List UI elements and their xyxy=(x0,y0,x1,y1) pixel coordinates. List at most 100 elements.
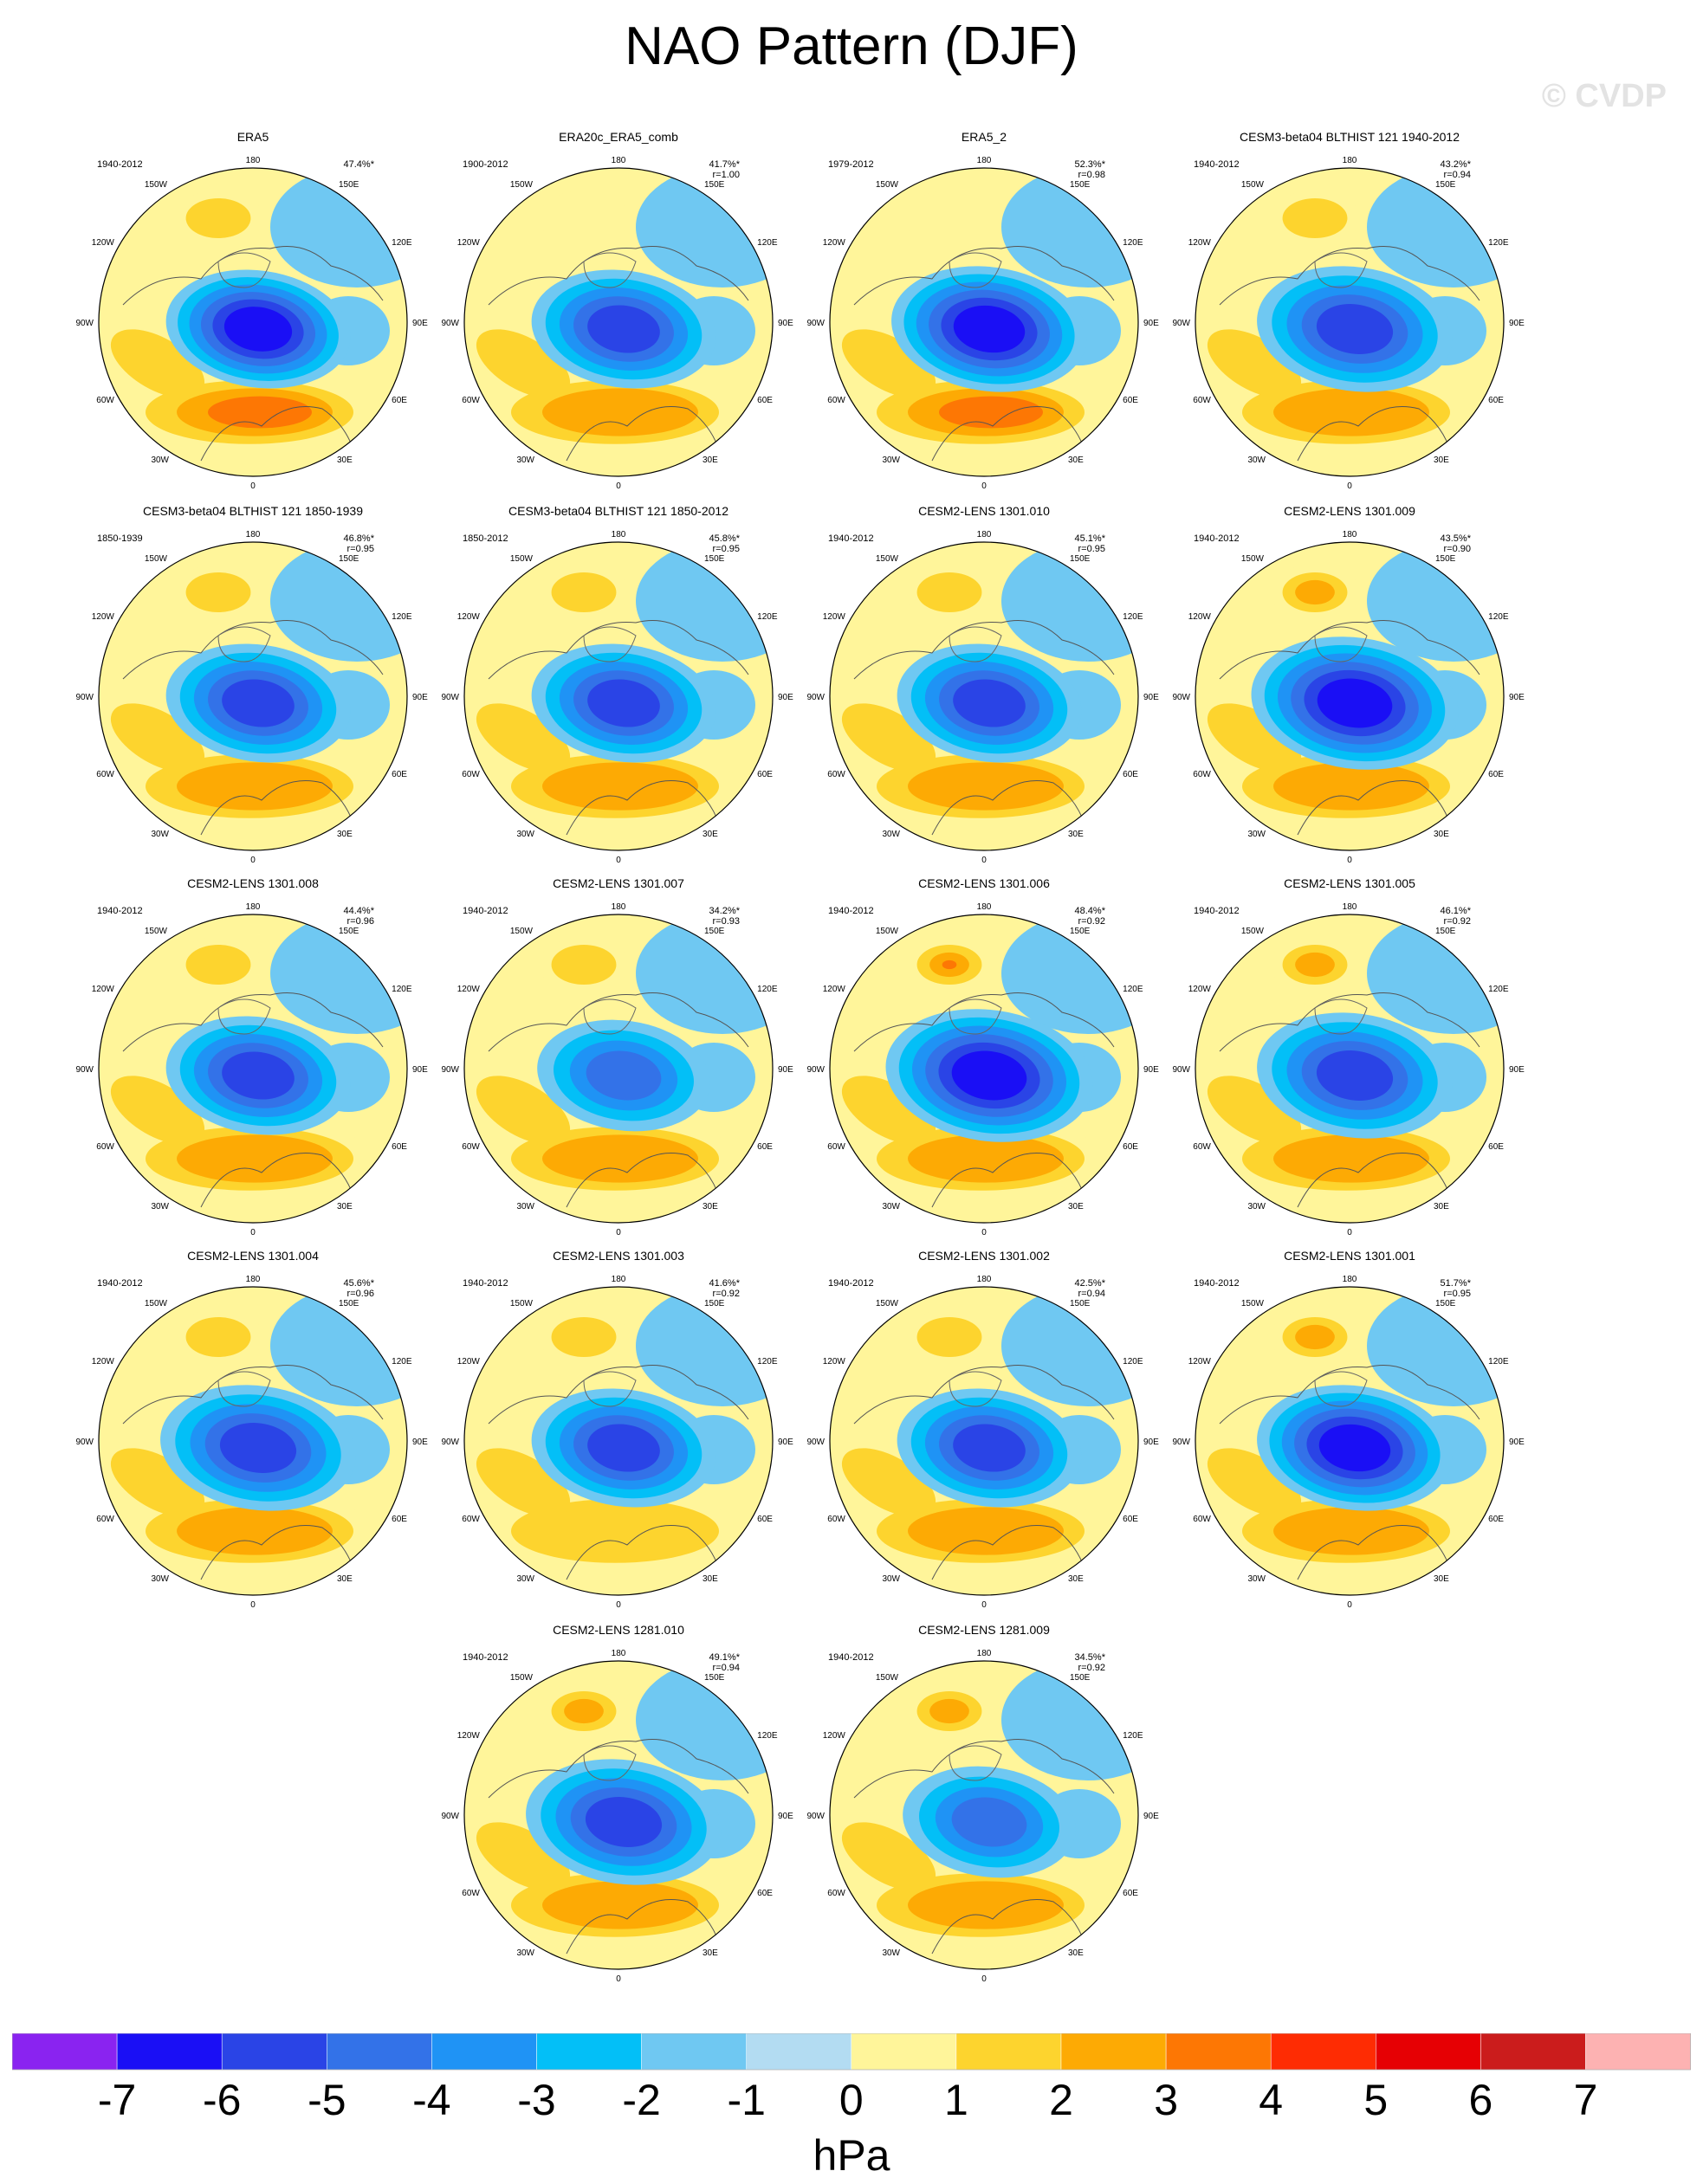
lon-label: 180 xyxy=(246,530,261,540)
high-lobe xyxy=(476,1822,571,1891)
lon-label: 60W xyxy=(827,1515,845,1524)
panel-period: 1850-2012 xyxy=(463,533,508,544)
pattern-correlation: r=0.92 xyxy=(1078,1663,1106,1673)
lon-label: 60W xyxy=(1193,1515,1211,1524)
colorbar-tick: -1 xyxy=(727,2076,765,2124)
lon-label: 120W xyxy=(457,985,481,994)
lon-label: 60W xyxy=(96,770,114,779)
high-lobe xyxy=(476,1448,571,1517)
lon-label: 120W xyxy=(1188,612,1212,622)
panel-title: CESM2-LENS 1281.009 xyxy=(918,1623,1050,1637)
lon-label: 0 xyxy=(981,1228,987,1237)
lon-label: 30W xyxy=(516,456,534,465)
colorbar-tick: -3 xyxy=(517,2076,555,2124)
page-title: NAO Pattern (DJF) xyxy=(625,16,1078,76)
lon-label: 0 xyxy=(250,856,256,865)
lon-label: 30E xyxy=(1434,1202,1449,1212)
coastline xyxy=(488,620,749,680)
panel-stats: 45.8%* r=0.95 xyxy=(688,533,740,554)
lon-label: 150E xyxy=(1435,1299,1456,1308)
lon-label: 120E xyxy=(1488,612,1509,622)
pacific-high-contour xyxy=(1295,952,1335,978)
lon-label: 150W xyxy=(510,1299,534,1308)
map-panel: CESM2-LENS 1301.009 1940-2012 43.5%* r=0.90… xyxy=(1168,504,1531,868)
low-contour-4 xyxy=(586,1050,662,1101)
lon-label: 60W xyxy=(96,1515,114,1524)
colorbar-swatch xyxy=(12,2033,118,2071)
low-contour-6 xyxy=(951,1050,1027,1101)
lon-label: 90W xyxy=(441,1812,459,1821)
lon-label: 90E xyxy=(412,1065,428,1075)
lon-label: 30E xyxy=(1434,830,1449,839)
lon-label: 60W xyxy=(462,396,480,405)
lon-label: 90W xyxy=(75,1438,94,1447)
lon-label: 30E xyxy=(1068,456,1084,465)
coastline xyxy=(566,1153,723,1208)
map-border xyxy=(98,167,408,477)
lon-label: 150W xyxy=(876,554,899,564)
lon-label: 150E xyxy=(1070,1299,1091,1308)
colorbar-swatch xyxy=(1165,2033,1272,2071)
high-lobe xyxy=(1207,329,1302,398)
coastline xyxy=(949,1745,1002,1781)
lon-label: 180 xyxy=(977,1275,992,1284)
panel-title: CESM2-LENS 1301.005 xyxy=(1284,876,1415,890)
lon-label: 30W xyxy=(151,456,169,465)
pacific-high-contour xyxy=(916,1316,982,1358)
lon-label: 150E xyxy=(704,554,725,564)
lon-label: 90W xyxy=(806,1812,825,1821)
pattern-correlation: r=0.96 xyxy=(346,916,375,927)
panel-title: CESM2-LENS 1301.002 xyxy=(918,1249,1050,1263)
lon-label: 120W xyxy=(92,238,115,248)
lon-label: 180 xyxy=(612,1275,626,1284)
lon-label: 120W xyxy=(457,238,481,248)
lon-label: 90E xyxy=(778,1065,793,1075)
lon-label: 120E xyxy=(392,612,412,622)
pacific-high-contour xyxy=(185,944,251,985)
lon-label: 30E xyxy=(337,1574,353,1584)
panel-period: 1940-2012 xyxy=(828,1278,874,1289)
map-panel: CESM2-LENS 1301.001 1940-2012 51.7%* r=0.95… xyxy=(1168,1249,1531,1612)
lon-label: 120W xyxy=(1188,1357,1212,1367)
colorbar-tick: 6 xyxy=(1468,2076,1493,2124)
lon-label: 150E xyxy=(339,180,359,190)
lon-label: 0 xyxy=(616,481,621,491)
panel-title: CESM3-beta04 BLTHIST 121 1940-2012 xyxy=(1240,130,1460,144)
panel-title: ERA5 xyxy=(236,130,269,144)
pacific-high-contour xyxy=(185,197,251,239)
lon-label: 150W xyxy=(1241,927,1265,936)
lon-label: 90E xyxy=(412,319,428,328)
lon-label: 90W xyxy=(441,1065,459,1075)
lon-label: 0 xyxy=(616,1600,621,1610)
coastline xyxy=(853,1739,1115,1799)
low-contour-5 xyxy=(222,1051,295,1100)
lon-label: 90W xyxy=(806,1065,825,1075)
map-panel: ERA20c_ERA5_comb 1900-2012 41.7%* r=1.00 180… xyxy=(437,130,800,494)
pattern-correlation: r=0.94 xyxy=(712,1663,741,1673)
panel-stats: 45.1%* r=0.95 xyxy=(1053,533,1105,554)
coastline xyxy=(931,1153,1089,1208)
panel-title: CESM2-LENS 1301.006 xyxy=(918,876,1050,890)
lon-label: 180 xyxy=(246,902,261,912)
pattern-correlation: r=0.90 xyxy=(1443,544,1472,554)
panel-period: 1979-2012 xyxy=(828,159,874,170)
map-panel: CESM2-LENS 1301.008 1940-2012 44.4%* r=0.96… xyxy=(71,876,435,1240)
colorbar-frame xyxy=(12,2033,1691,2071)
pacific-high-contour xyxy=(942,960,957,970)
panel-title: CESM2-LENS 1301.001 xyxy=(1284,1249,1415,1263)
lon-label: 60E xyxy=(392,1142,407,1152)
polar-map: 180 0 150W 150E 120W 120E 90W 90E 60W 60E 30W 30E xyxy=(806,530,1159,865)
coastline xyxy=(488,1365,749,1425)
polar-map: 180 0 150W 150E 120W 120E 90W 90E 60W 60E 30W 30E xyxy=(75,530,428,865)
panel-stats: 42.5%* r=0.94 xyxy=(1053,1278,1105,1299)
high-contour-4 xyxy=(208,396,312,429)
lon-label: 120W xyxy=(1188,238,1212,248)
panel-title: CESM2-LENS 1301.009 xyxy=(1284,504,1415,518)
lon-label: 150W xyxy=(876,1673,899,1683)
colorbar-tick: 3 xyxy=(1154,2076,1178,2124)
lon-label: 150W xyxy=(145,1299,168,1308)
polar-map: 180 0 150W 150E 120W 120E 90W 90E 60W 60E 30W 30E xyxy=(1172,1275,1525,1610)
coastline xyxy=(931,406,1089,462)
lon-label: 30E xyxy=(1068,1202,1084,1212)
low-contour-5 xyxy=(587,305,660,353)
